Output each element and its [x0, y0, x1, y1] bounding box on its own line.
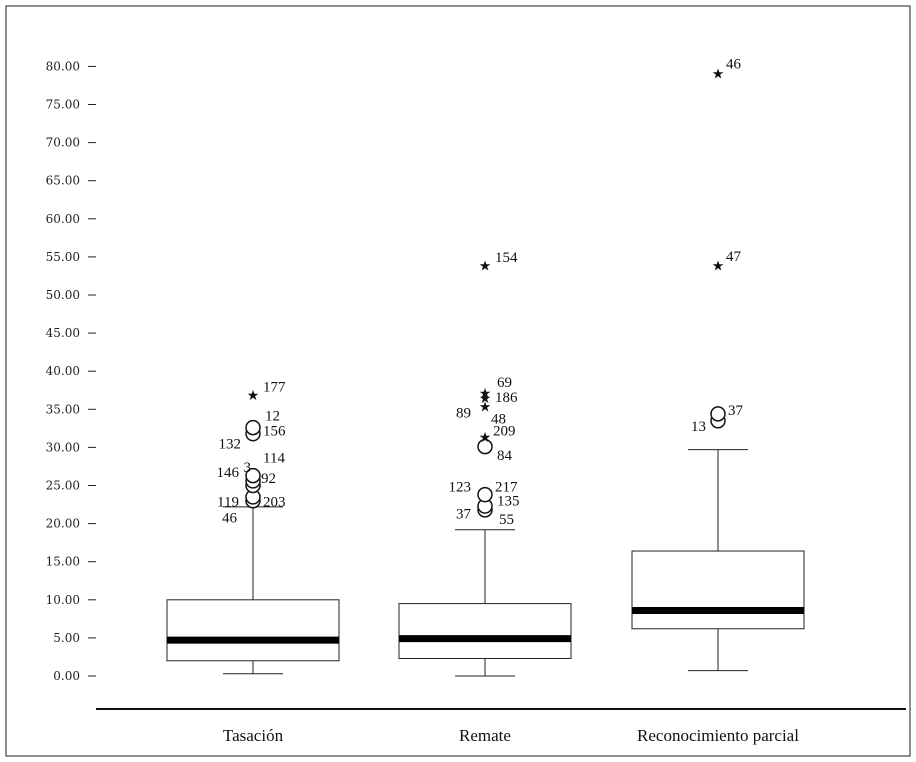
outlier-id-label: 186: [495, 390, 518, 406]
outlier-id-label: 12: [265, 408, 280, 424]
outlier-id-label: 114: [263, 450, 285, 466]
category-labels: Tasación Remate Reconocimiento parcial: [223, 726, 799, 745]
outlier-id-label: 123: [449, 479, 472, 495]
box-1: [398, 529, 572, 677]
y-tick-label: 60.00: [46, 212, 80, 226]
y-tick-label: 5.00: [53, 631, 80, 645]
outlier-id-label: 203: [263, 495, 286, 511]
outlier-circle: [245, 419, 261, 436]
outlier-id-label: 92: [261, 471, 276, 487]
outlier-id-label: 84: [497, 448, 513, 464]
y-tick-label: 35.00: [46, 402, 80, 416]
iqr-box: [398, 603, 572, 659]
outlier-id-label: 154: [495, 250, 518, 266]
outlier-circle: [477, 438, 493, 455]
y-tick-label: 40.00: [46, 364, 80, 378]
y-tick-label: 30.00: [46, 440, 80, 454]
outlier-star: ★: [712, 66, 725, 82]
outlier-star: ★: [479, 386, 492, 402]
y-tick-label: 10.00: [46, 593, 80, 607]
outlier-id-label: 119: [217, 495, 239, 511]
outlier-id-label: 135: [497, 494, 520, 510]
iqr-box: [631, 550, 805, 630]
outlier-circle: [710, 406, 726, 422]
outlier-circle: [245, 467, 261, 484]
category-label: Tasación: [223, 726, 284, 745]
y-tick-label: 15.00: [46, 555, 80, 569]
outlier-id-label: 89: [456, 405, 471, 421]
y-tick-label: 50.00: [46, 288, 80, 302]
outlier-id-label: 55: [499, 512, 514, 528]
category-label: Reconocimiento parcial: [637, 726, 799, 745]
outlier-star: ★: [479, 399, 492, 415]
y-tick-label: 70.00: [46, 136, 80, 150]
outlier-id-label: 132: [219, 437, 242, 453]
outlier-id-label: 37: [456, 507, 472, 523]
boxes: [166, 449, 805, 677]
outlier-id-label: 217: [495, 479, 518, 495]
y-tick-label: 55.00: [46, 250, 80, 264]
outlier-id-label: 47: [726, 249, 742, 265]
outlier-star: ★: [712, 259, 725, 275]
category-label: Remate: [459, 726, 511, 745]
outlier-star: ★: [479, 391, 492, 407]
y-axis-ticks: 0.00 5.00 10.00 15.00 20.00 25.00 30.00 35.00 40…: [46, 59, 96, 683]
y-tick-label: 45.00: [46, 326, 80, 340]
outer-frame: [5, 5, 911, 757]
outlier-id-label: 3: [244, 460, 252, 476]
y-tick-label: 65.00: [46, 174, 80, 188]
outlier-id-label: 156: [263, 424, 286, 440]
outlier-id-label: 146: [217, 465, 240, 481]
outlier-id-label: 48: [491, 411, 506, 427]
outlier-circle: [477, 486, 493, 503]
y-tick-label: 0.00: [53, 669, 80, 683]
outlier-id-label: 209: [493, 424, 516, 440]
iqr-box: [166, 599, 340, 662]
y-tick-label: 75.00: [46, 98, 80, 112]
outlier-id-label: 13: [691, 419, 706, 435]
outlier-id-label: 177: [263, 379, 286, 395]
outlier-id-label: 37: [728, 403, 744, 419]
box-0: [166, 506, 340, 675]
outlier-id-label: 46: [726, 56, 742, 72]
y-tick-label: 25.00: [46, 479, 80, 493]
outlier-id-label: 69: [497, 375, 512, 391]
outlier-star: ★: [247, 388, 260, 404]
outlier-star: ★: [479, 430, 492, 446]
outlier-star: ★: [479, 259, 492, 275]
box-2: [631, 449, 805, 672]
outlier-id-label: 46: [222, 511, 238, 527]
y-tick-label: 20.00: [46, 517, 80, 531]
y-tick-label: 80.00: [46, 59, 80, 73]
outliers: ★★★★★★ ★★: [245, 66, 726, 518]
